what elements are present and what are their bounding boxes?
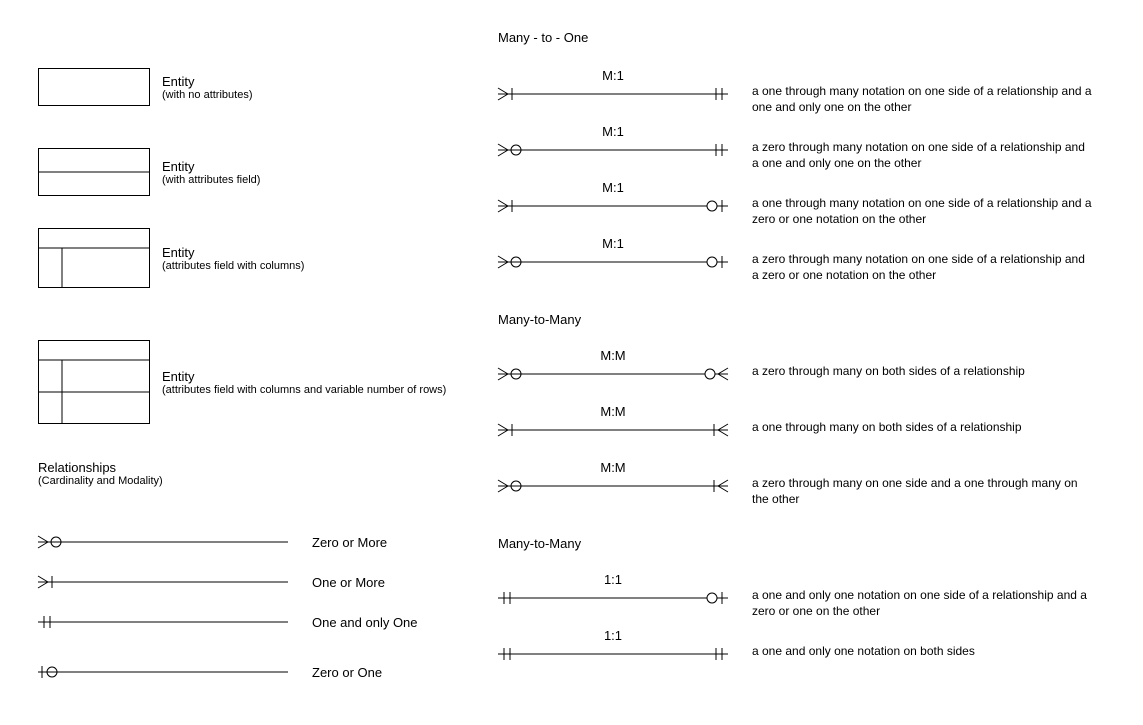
basic-relationship-row: One and only One xyxy=(38,612,418,632)
notation-row: 1:1 a one and only one notation on one s… xyxy=(498,588,1092,619)
entity-label: Entity (attributes field with columns an… xyxy=(162,369,446,396)
notation-line-wrap: M:M xyxy=(498,420,728,440)
relationship-line xyxy=(38,572,288,592)
section-heading: Many-to-Many xyxy=(498,536,581,551)
notation-row: M:M a zero through many on one side and … xyxy=(498,476,1092,507)
notation-description: a zero through many notation on one side… xyxy=(752,252,1092,283)
section-title: Many-to-Many xyxy=(498,536,581,551)
notation-ratio: M:1 xyxy=(498,236,728,251)
entity-title: Entity xyxy=(162,159,260,174)
notation-row: M:M a zero through many on both sides of… xyxy=(498,364,1025,384)
relationships-heading: Relationships (Cardinality and Modality) xyxy=(38,460,163,487)
notation-line-wrap: M:M xyxy=(498,364,728,384)
entity-label: Entity (with no attributes) xyxy=(162,74,252,101)
notation-row: M:1 a zero through many notation on one … xyxy=(498,252,1092,283)
relationships-title: Relationships xyxy=(38,460,163,475)
relationship-label: Zero or One xyxy=(312,665,382,680)
basic-relationship-row: One or More xyxy=(38,572,385,592)
notation-row: M:1 a one through many notation on one s… xyxy=(498,196,1092,227)
entity-title: Entity xyxy=(162,245,304,260)
entity-title: Entity xyxy=(162,74,252,89)
relationship-line xyxy=(38,662,288,682)
entity-example: Entity (attributes field with columns an… xyxy=(38,340,446,424)
notation-row: M:1 a one through many notation on one s… xyxy=(498,84,1092,115)
relationship-line xyxy=(38,532,288,552)
notation-ratio: M:M xyxy=(498,348,728,363)
notation-line-wrap: 1:1 xyxy=(498,644,728,664)
notation-description: a one through many notation on one side … xyxy=(752,196,1092,227)
section-title: Many-to-Many xyxy=(498,312,581,327)
entity-shape xyxy=(38,68,150,106)
notation-ratio: 1:1 xyxy=(498,628,728,643)
notation-description: a zero through many on both sides of a r… xyxy=(752,364,1025,380)
relationships-subtitle: (Cardinality and Modality) xyxy=(38,475,163,487)
notation-description: a one through many on both sides of a re… xyxy=(752,420,1022,436)
entity-example: Entity (with attributes field) xyxy=(38,148,260,196)
section-heading: Many-to-Many xyxy=(498,312,581,327)
notation-row: M:1 a zero through many notation on one … xyxy=(498,140,1092,171)
entity-example: Entity (attributes field with columns) xyxy=(38,228,304,288)
section-title: Many - to - One xyxy=(498,30,588,45)
notation-ratio: M:M xyxy=(498,460,728,475)
notation-description: a one through many notation on one side … xyxy=(752,84,1092,115)
entity-example: Entity (with no attributes) xyxy=(38,68,252,106)
notation-line-wrap: M:1 xyxy=(498,196,728,216)
notation-line-wrap: M:1 xyxy=(498,140,728,160)
relationship-label: One or More xyxy=(312,575,385,590)
entity-subtitle: (attributes field with columns) xyxy=(162,260,304,272)
notation-ratio: M:M xyxy=(498,404,728,419)
notation-description: a one and only one notation on both side… xyxy=(752,644,975,660)
notation-description: a one and only one notation on one side … xyxy=(752,588,1092,619)
notation-description: a zero through many on one side and a on… xyxy=(752,476,1092,507)
entity-title: Entity xyxy=(162,369,446,384)
basic-relationship-row: Zero or One xyxy=(38,662,382,682)
notation-line-wrap: M:1 xyxy=(498,84,728,104)
basic-relationship-row: Zero or More xyxy=(38,532,387,552)
entity-subtitle: (with no attributes) xyxy=(162,89,252,101)
entity-subtitle: (with attributes field) xyxy=(162,174,260,186)
entity-label: Entity (with attributes field) xyxy=(162,159,260,186)
entity-label: Entity (attributes field with columns) xyxy=(162,245,304,272)
entity-shape xyxy=(38,148,150,196)
notation-description: a zero through many notation on one side… xyxy=(752,140,1092,171)
notation-ratio: M:1 xyxy=(498,68,728,83)
entity-shape xyxy=(38,228,150,288)
notation-line-wrap: M:M xyxy=(498,476,728,496)
relationship-line xyxy=(38,612,288,632)
notation-ratio: M:1 xyxy=(498,180,728,195)
notation-line-wrap: M:1 xyxy=(498,252,728,272)
relationship-label: One and only One xyxy=(312,615,418,630)
entity-subtitle: (attributes field with columns and varia… xyxy=(162,384,446,396)
notation-row: M:M a one through many on both sides of … xyxy=(498,420,1022,440)
section-heading: Many - to - One xyxy=(498,30,588,45)
notation-row: 1:1 a one and only one notation on both … xyxy=(498,644,975,664)
notation-ratio: M:1 xyxy=(498,124,728,139)
relationship-label: Zero or More xyxy=(312,535,387,550)
notation-line-wrap: 1:1 xyxy=(498,588,728,608)
entity-shape xyxy=(38,340,150,424)
notation-ratio: 1:1 xyxy=(498,572,728,587)
